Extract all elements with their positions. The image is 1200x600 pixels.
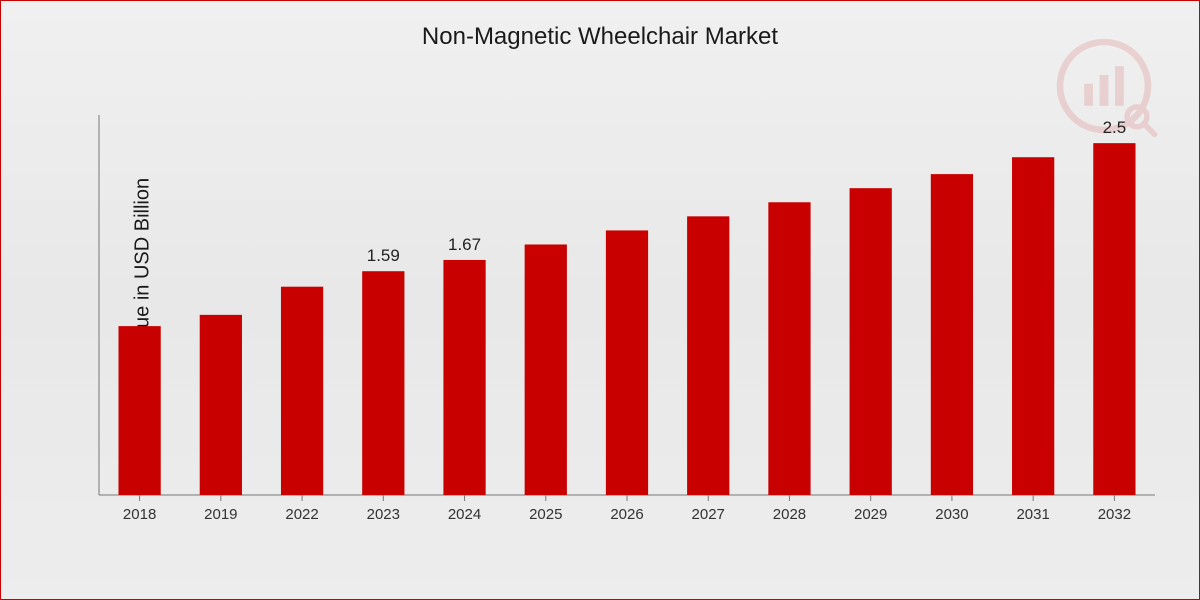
bar [200, 315, 242, 495]
x-tick-label: 2032 [1098, 506, 1131, 523]
bar [1093, 143, 1135, 495]
bar [1012, 157, 1054, 495]
x-tick-label: 2019 [204, 506, 237, 523]
bar [281, 287, 323, 495]
chart-title: Non-Magnetic Wheelchair Market [1, 1, 1199, 51]
x-tick-label: 2031 [1016, 506, 1049, 523]
x-tick-label: 2022 [285, 506, 318, 523]
bar [443, 260, 485, 495]
bar [768, 202, 810, 495]
x-tick-label: 2025 [529, 506, 562, 523]
bar-value-label: 1.59 [367, 246, 400, 265]
bar [525, 244, 567, 495]
x-tick-label: 2027 [692, 506, 725, 523]
bar [362, 271, 404, 495]
bar [118, 326, 160, 495]
x-tick-label: 2024 [448, 506, 481, 523]
plot-area: 2018 2019 2022 2023 1.59 2024 1.67 2025 2026 2027… [91, 101, 1163, 529]
bar-value-label: 2.5 [1103, 118, 1127, 137]
x-tick-label: 2029 [854, 506, 887, 523]
bar-chart: 2018 2019 2022 2023 1.59 2024 1.67 2025 2026 2027… [91, 101, 1163, 529]
x-tick-label: 2018 [123, 506, 156, 523]
bar [931, 174, 973, 495]
bar-value-label: 1.67 [448, 235, 481, 254]
bar [606, 230, 648, 495]
x-tick-label: 2023 [367, 506, 400, 523]
bar [687, 216, 729, 495]
x-tick-label: 2030 [935, 506, 968, 523]
x-tick-label: 2026 [610, 506, 643, 523]
bar [850, 188, 892, 495]
x-tick-label: 2028 [773, 506, 806, 523]
